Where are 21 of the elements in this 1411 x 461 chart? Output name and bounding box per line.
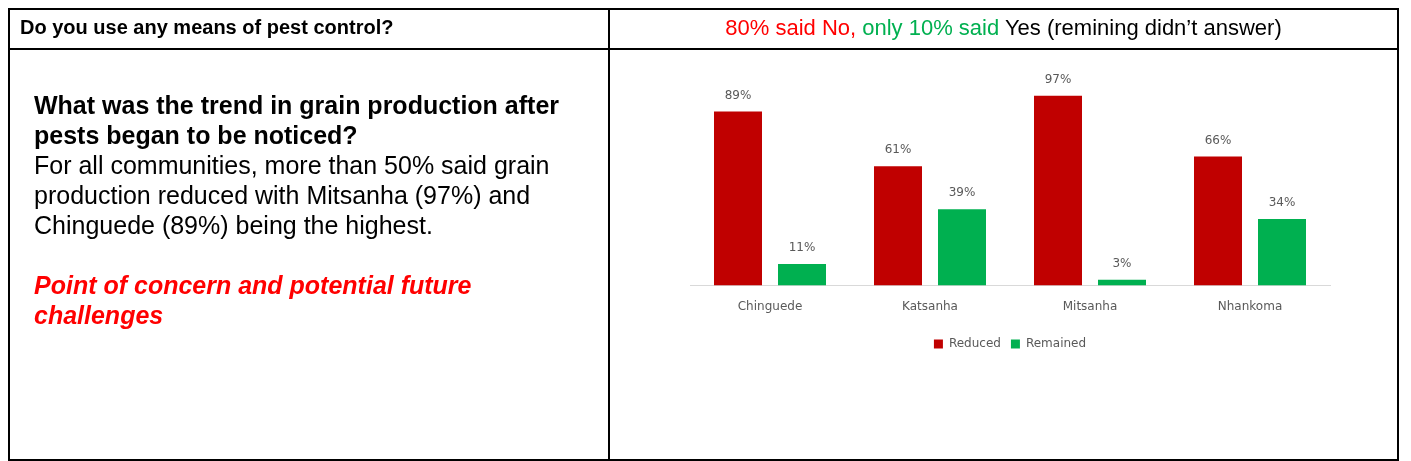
text: 80% said No, [725,15,857,40]
data-label: 34% [1268,195,1296,210]
text: Yes (remining didn’t answer) [1004,15,1282,40]
x-tick-label: Mitsanha [1062,298,1118,313]
legend-label: Remained [1025,336,1087,351]
text: Do you use any means of pest control? [10,10,610,48]
legend-label: Reduced [948,336,1001,351]
x-tick-label: Katsanha [902,298,958,313]
x-tick-label: Chinguede [737,298,803,313]
data-label: 11% [788,240,816,255]
x-tick-label: Nhankoma [1217,298,1283,313]
data-label: 61% [884,142,912,157]
data-label: 89% [724,87,752,102]
text: Point of concern and potential future challenges [34,270,473,330]
data-label: 66% [1204,132,1232,147]
data-label: 3% [1112,255,1132,270]
text: only 10% said [862,15,1000,40]
text: What was the trend in grain production after pests began to be noticed? [34,90,561,150]
data-label: 39% [948,185,976,200]
text: For all communities, more than 50% said grain production reduced with Mitsanha (97%) and Chinguede (89%) being the highest. [34,150,551,240]
data-label: 97% [1044,71,1072,86]
